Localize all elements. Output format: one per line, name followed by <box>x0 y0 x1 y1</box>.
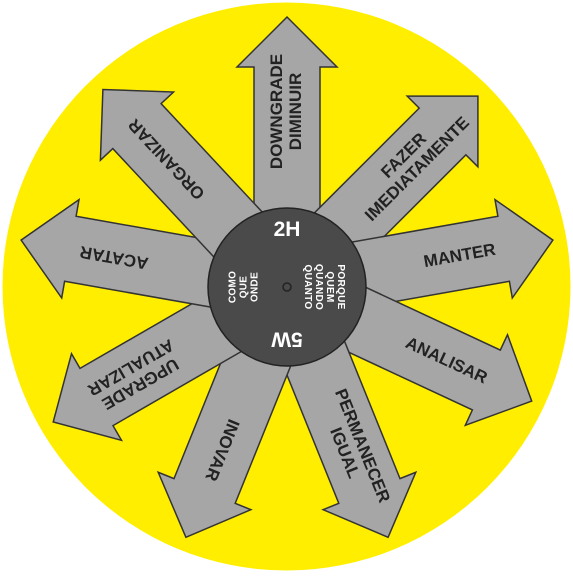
hub-word-quanto: QUANTO <box>302 265 313 310</box>
hub-word-porque: PORQUE <box>335 264 346 309</box>
hub-left-words: COMO QUE ONDE <box>228 271 261 303</box>
arrow-label-downgrade-1: DOWNGRADE <box>267 54 286 169</box>
hub-word-que: QUE <box>239 276 250 299</box>
hub-label-5w: 5W <box>271 327 303 350</box>
hub-word-quem: QUEM <box>324 271 335 302</box>
arrow-permanecer <box>277 329 418 539</box>
arrow-downgrade <box>235 15 339 228</box>
hub-label-2h: 2H <box>274 218 301 241</box>
hub-center-dot <box>282 282 292 292</box>
arrow-label-group-downgrade: DOWNGRADE DIMINUIR <box>267 54 305 169</box>
arrow-label-downgrade-2: DIMINUIR <box>286 73 305 150</box>
arrow-organizar <box>99 88 272 267</box>
hub-word-quando: QUANDO <box>313 264 324 310</box>
arrows-layer: DOWNGRADE DIMINUIRFAZERIMEDIATAMENTEMANTE… <box>20 15 554 539</box>
hub-word-como: COMO <box>228 271 239 303</box>
hub-disc <box>207 207 367 367</box>
arrow-analisar <box>326 281 533 427</box>
hub-word-onde: ONDE <box>250 272 261 302</box>
